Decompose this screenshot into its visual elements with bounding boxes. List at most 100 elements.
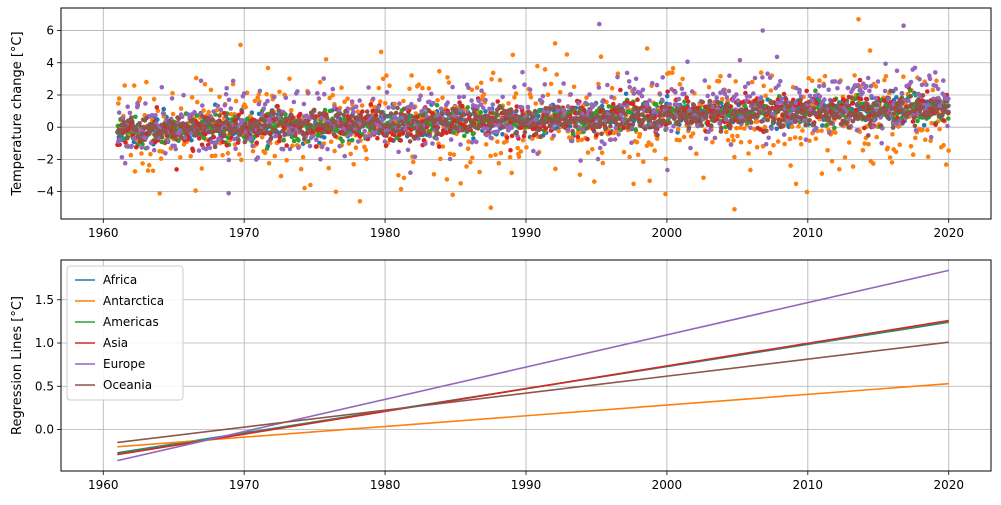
scatter-point	[660, 75, 665, 80]
scatter-point	[289, 112, 294, 118]
scatter-point	[507, 154, 513, 160]
scatter-point	[466, 85, 471, 91]
scatter-point	[224, 86, 229, 91]
scatter-point	[514, 108, 519, 114]
scatter-point	[316, 96, 322, 101]
scatter-point	[512, 116, 518, 121]
scatter-point	[594, 133, 599, 138]
scatter-point	[245, 116, 250, 121]
scatter-point	[627, 84, 632, 90]
scatter-point	[871, 161, 876, 166]
scatter-point	[387, 123, 393, 128]
scatter-point	[217, 136, 223, 142]
scatter-point	[936, 95, 941, 101]
scatter-point	[655, 132, 660, 138]
x-tick-label: 2010	[793, 226, 824, 240]
scatter-point	[840, 110, 846, 115]
scatter-point	[259, 135, 265, 140]
scatter-point	[657, 92, 663, 97]
scatter-point	[313, 144, 319, 149]
scatter-point	[525, 104, 531, 110]
scatter-point	[517, 114, 523, 120]
scatter-point	[438, 106, 444, 112]
scatter-point	[515, 145, 520, 151]
scatter-point	[915, 118, 920, 124]
scatter-y-axis-label: Temperature change [°C]	[10, 31, 25, 196]
scatter-point	[706, 104, 712, 109]
scatter-point	[116, 110, 122, 115]
scatter-point	[639, 93, 645, 99]
scatter-point	[874, 134, 879, 140]
scatter-point	[595, 156, 601, 162]
scatter-point	[345, 96, 350, 102]
scatter-point	[838, 121, 844, 127]
scatter-point	[941, 143, 946, 148]
scatter-point	[540, 93, 546, 99]
scatter-point	[631, 91, 637, 96]
scatter-panel: 1960 1970 1980 1990 2000 2010 2020 −4 −2 0 2 4 6 Te…	[10, 7, 992, 240]
scatter-point	[927, 108, 932, 113]
scatter-point	[296, 138, 301, 143]
scatter-point	[152, 124, 158, 129]
scatter-point	[680, 76, 685, 82]
scatter-point	[868, 117, 873, 123]
scatter-point	[545, 92, 551, 98]
scatter-point	[415, 114, 420, 120]
scatter-point	[226, 97, 232, 103]
scatter-point	[391, 121, 396, 126]
scatter-point	[733, 79, 738, 84]
scatter-point	[606, 117, 612, 123]
scatter-point	[201, 108, 206, 113]
scatter-point	[761, 106, 767, 112]
scatter-point	[556, 98, 562, 104]
scatter-point	[543, 106, 548, 111]
scatter-point	[557, 89, 563, 95]
scatter-point	[273, 127, 278, 133]
scatter-point	[778, 78, 783, 84]
scatter-point	[198, 78, 204, 84]
scatter-point	[663, 191, 668, 197]
scatter-point	[753, 106, 759, 112]
legend-label: Africa	[103, 273, 137, 287]
scatter-point	[295, 89, 300, 94]
scatter-point	[761, 83, 766, 89]
scatter-point	[357, 134, 363, 139]
scatter-point	[471, 136, 476, 141]
scatter-point	[763, 128, 769, 134]
scatter-point	[130, 122, 135, 128]
scatter-point	[670, 70, 675, 75]
scatter-point	[599, 150, 605, 156]
scatter-point	[357, 199, 363, 204]
scatter-point	[705, 109, 710, 114]
scatter-point	[678, 106, 684, 111]
scatter-point	[298, 128, 303, 134]
scatter-point	[846, 103, 852, 109]
scatter-point	[469, 87, 475, 93]
scatter-point	[760, 28, 765, 33]
y-tick-label: 6	[46, 24, 54, 38]
scatter-point	[867, 121, 873, 127]
scatter-point	[539, 99, 545, 104]
scatter-point	[488, 205, 494, 210]
scatter-point	[469, 140, 475, 145]
scatter-point	[265, 65, 271, 71]
scatter-point	[465, 146, 471, 151]
scatter-point	[672, 116, 677, 122]
scatter-point	[116, 101, 121, 106]
scatter-point	[139, 145, 145, 150]
scatter-point	[462, 133, 467, 139]
x-tick-label: 1970	[229, 226, 260, 240]
scatter-point	[835, 85, 840, 91]
scatter-point	[930, 87, 936, 93]
scatter-point	[647, 98, 652, 103]
scatter-point	[495, 139, 500, 144]
scatter-point	[537, 108, 542, 114]
x-tick-label: 1990	[511, 478, 542, 492]
scatter-point	[509, 125, 515, 130]
scatter-point	[667, 102, 673, 107]
scatter-point	[379, 118, 385, 123]
scatter-point	[897, 118, 902, 124]
scatter-point	[223, 113, 229, 119]
scatter-point	[380, 76, 386, 82]
scatter-point	[641, 117, 646, 123]
